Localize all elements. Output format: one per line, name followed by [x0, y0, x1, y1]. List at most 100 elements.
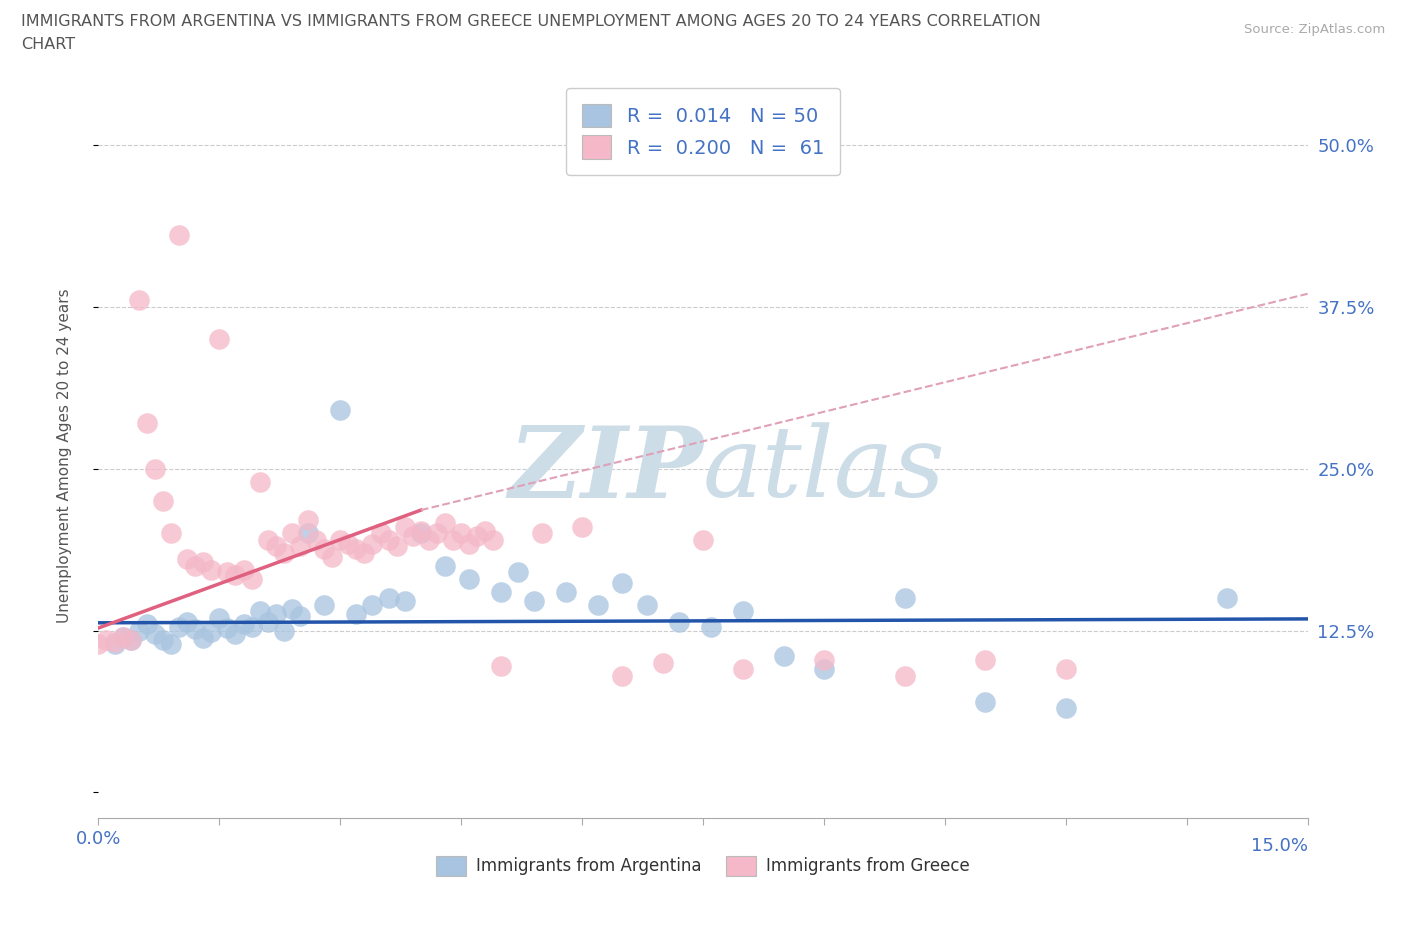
Point [441, 533, 464, 548]
Point [813, 662, 835, 677]
Point [361, 597, 384, 612]
Point [264, 606, 287, 621]
Point [733, 604, 755, 618]
Point [143, 627, 166, 642]
Point [418, 533, 440, 548]
Point [482, 533, 505, 548]
Point [143, 461, 166, 476]
Point [240, 619, 263, 634]
Text: IMMIGRANTS FROM ARGENTINA VS IMMIGRANTS FROM GREECE UNEMPLOYMENT AMONG AGES 20 T: IMMIGRANTS FROM ARGENTINA VS IMMIGRANTS … [21, 14, 1040, 29]
Point [394, 520, 416, 535]
Point [409, 524, 432, 538]
Point [135, 416, 157, 431]
Point [974, 653, 997, 668]
Point [530, 526, 553, 541]
Point [465, 528, 488, 543]
Point [1054, 662, 1077, 677]
Point [184, 622, 207, 637]
Point [111, 630, 134, 644]
Point [232, 617, 254, 631]
Point [232, 563, 254, 578]
Point [692, 533, 714, 548]
Point [321, 550, 343, 565]
Point [555, 584, 578, 599]
Point [426, 526, 449, 541]
Point [377, 591, 399, 605]
Point [120, 632, 142, 647]
Point [256, 614, 278, 629]
Point [87, 636, 110, 651]
Point [385, 539, 408, 554]
Point [103, 636, 125, 651]
Point [288, 539, 311, 554]
Point [273, 623, 295, 638]
Point [217, 565, 239, 579]
Point [893, 669, 915, 684]
Point [193, 631, 215, 645]
Point [974, 695, 997, 710]
Point [329, 403, 352, 418]
Point [273, 545, 295, 560]
Point [128, 293, 150, 308]
Point [167, 228, 190, 243]
Point [893, 591, 915, 605]
Point [402, 528, 425, 543]
Text: CHART: CHART [21, 37, 75, 52]
Point [344, 606, 367, 621]
Text: ZIP: ZIP [508, 422, 703, 518]
Point [193, 554, 215, 569]
Point [586, 597, 609, 612]
Point [612, 575, 634, 591]
Point [305, 533, 328, 548]
Point [160, 526, 183, 541]
Point [434, 558, 457, 573]
Point [288, 609, 311, 624]
Point [208, 332, 231, 347]
Point [491, 584, 513, 599]
Point [409, 526, 432, 541]
Point [96, 632, 118, 647]
Point [450, 526, 472, 541]
Point [200, 563, 222, 578]
Point [217, 620, 239, 635]
Point [249, 474, 271, 489]
Point [523, 593, 546, 608]
Point [1216, 591, 1239, 605]
Point [474, 524, 496, 538]
Point [506, 565, 529, 579]
Point [434, 515, 457, 530]
Point [297, 526, 319, 541]
Point [1054, 701, 1077, 716]
Point [361, 537, 384, 551]
Point [224, 627, 246, 642]
Point [458, 571, 481, 586]
Point [152, 494, 174, 509]
Point [772, 649, 794, 664]
Legend: Immigrants from Argentina, Immigrants from Greece: Immigrants from Argentina, Immigrants fr… [429, 849, 977, 883]
Point [128, 623, 150, 638]
Point [111, 630, 134, 644]
Y-axis label: Unemployment Among Ages 20 to 24 years: Unemployment Among Ages 20 to 24 years [58, 288, 72, 623]
Point [103, 635, 125, 650]
Point [314, 541, 336, 556]
Text: atlas: atlas [703, 422, 946, 518]
Point [135, 617, 157, 631]
Point [394, 593, 416, 608]
Point [152, 632, 174, 647]
Point [224, 567, 246, 582]
Point [314, 597, 336, 612]
Point [256, 533, 278, 548]
Point [176, 551, 198, 566]
Point [200, 624, 222, 639]
Point [700, 619, 723, 634]
Text: 15.0%: 15.0% [1250, 837, 1308, 855]
Point [491, 658, 513, 673]
Point [281, 526, 304, 541]
Point [208, 610, 231, 625]
Point [377, 533, 399, 548]
Point [240, 571, 263, 586]
Point [733, 662, 755, 677]
Point [370, 526, 392, 541]
Point [612, 669, 634, 684]
Point [184, 558, 207, 573]
